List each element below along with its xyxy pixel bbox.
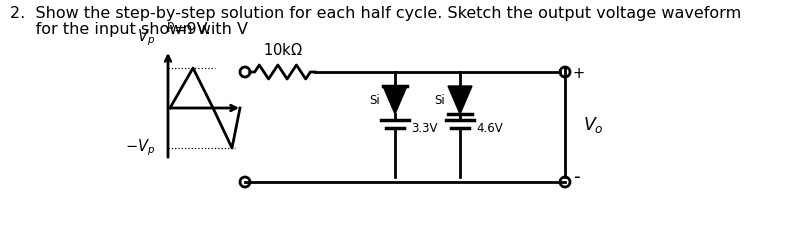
Polygon shape <box>383 86 407 114</box>
Text: 3.3V: 3.3V <box>411 122 437 135</box>
Text: Si: Si <box>369 94 380 106</box>
Polygon shape <box>448 86 472 114</box>
Text: 10k$\Omega$: 10k$\Omega$ <box>262 42 302 58</box>
Text: $V_o$: $V_o$ <box>583 115 603 135</box>
Text: for the input shown with V: for the input shown with V <box>10 22 248 37</box>
Text: $V_p$: $V_p$ <box>137 28 155 48</box>
Text: 4.6V: 4.6V <box>476 122 502 135</box>
Text: -: - <box>573 168 580 188</box>
Text: p: p <box>167 19 174 32</box>
Text: Si: Si <box>434 94 445 106</box>
Text: 2.  Show the step-by-step solution for each half cycle. Sketch the output voltag: 2. Show the step-by-step solution for ea… <box>10 6 741 21</box>
Text: +: + <box>573 66 585 82</box>
Text: $-V_p$: $-V_p$ <box>125 138 155 158</box>
Text: =9V.: =9V. <box>173 22 211 37</box>
